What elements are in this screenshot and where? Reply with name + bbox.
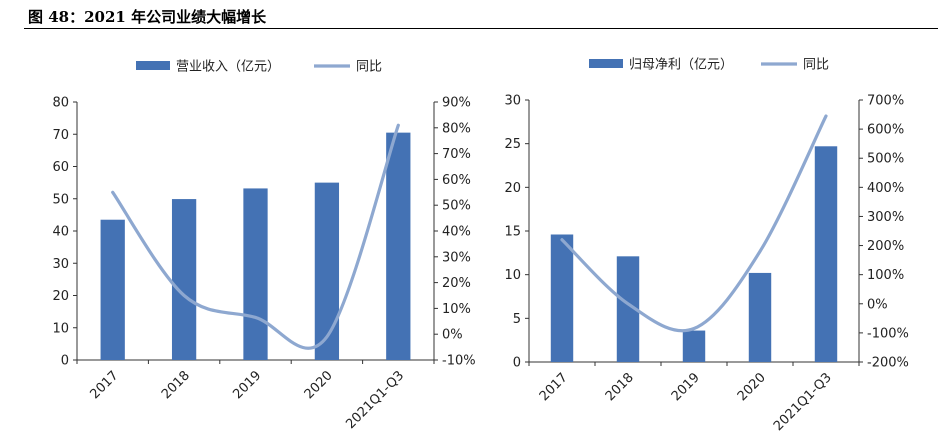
net-profit-right-tick-label: 700%	[867, 94, 904, 109]
net-profit-right-tick-label: 200%	[867, 239, 904, 254]
revenue-x-tick-label: 2020	[302, 368, 336, 402]
revenue-right-tick-label: 20%	[442, 276, 471, 291]
net-profit-left-tick-label: 10	[504, 268, 521, 283]
revenue-left-tick-label: 0	[61, 354, 69, 369]
revenue-right-tick-label: 30%	[442, 250, 471, 265]
revenue-bar	[386, 132, 411, 360]
revenue-right-tick-label: 10%	[442, 302, 471, 317]
revenue-left-tick-label: 10	[52, 321, 69, 336]
revenue-left-tick-label: 50	[52, 192, 69, 207]
revenue-bar	[314, 182, 340, 360]
revenue-x-tick-label: 2019	[230, 368, 264, 402]
revenue-right-tick-label: 60%	[442, 173, 471, 188]
net-profit-right-tick-label: 600%	[867, 123, 904, 138]
net-profit-bar	[814, 146, 838, 362]
revenue-x-tick-label: 2018	[159, 368, 193, 402]
net-profit-right-tick-label: -100%	[867, 326, 909, 341]
net-profit-yoy-line	[560, 114, 828, 333]
revenue-left-tick-label: 80	[52, 96, 69, 111]
net-profit-chart-panel: 0 5 10 15 20 25 30 -200% -100% 0% 100% 200% 300% 400%…	[496, 30, 942, 442]
revenue-legend-line-label: 同比	[356, 60, 382, 75]
net-profit-left-tick-label: 0	[513, 356, 521, 371]
figure-title: 图 48：2021 年公司业绩大幅增长	[28, 8, 267, 26]
net-profit-right-tick-label: 300%	[867, 210, 904, 225]
net-profit-legend-bar-swatch	[589, 59, 623, 68]
net-profit-left-tick-label: 5	[513, 312, 521, 327]
revenue-right-tick-label: 90%	[442, 96, 471, 111]
net-profit-right-tick-label: 100%	[867, 268, 904, 283]
revenue-bar	[171, 199, 197, 360]
net-profit-legend-bar-label: 归母净利（亿元）	[629, 58, 733, 73]
revenue-x-tick-label: 2021Q1-Q3	[343, 368, 407, 432]
revenue-right-tick-label: 80%	[442, 121, 471, 136]
net-profit-bar	[616, 256, 640, 362]
net-profit-x-tick-label: 2018	[603, 370, 637, 404]
net-profit-x-tick-label: 2019	[669, 370, 703, 404]
net-profit-right-tick-label: 400%	[867, 181, 904, 196]
net-profit-bar	[550, 234, 574, 362]
net-profit-bar	[682, 330, 706, 362]
net-profit-left-tick-label: 15	[504, 225, 521, 240]
revenue-chart-panel: 0 10 20 30 40 50 60 70 80 -10% 0% 10% 20% 30% 40% 50% 60…	[24, 30, 490, 442]
revenue-left-tick-label: 20	[52, 289, 69, 304]
net-profit-legend-line-label: 同比	[803, 58, 829, 73]
revenue-left-tick-label: 60	[52, 160, 69, 175]
revenue-left-tick-label: 40	[52, 225, 69, 240]
net-profit-x-tick-label: 2017	[537, 370, 571, 404]
net-profit-x-tick-label: 2020	[735, 370, 769, 404]
net-profit-right-tick-label: 500%	[867, 152, 904, 167]
revenue-right-tick-label: 0%	[442, 328, 463, 343]
revenue-left-tick-label: 30	[52, 257, 69, 272]
revenue-yoy-line	[111, 123, 400, 350]
net-profit-left-tick-label: 25	[504, 137, 521, 152]
net-profit-right-tick-label: -200%	[867, 356, 909, 371]
net-profit-left-tick-label: 20	[504, 181, 521, 196]
figure-title-bar: 图 48：2021 年公司业绩大幅增长	[24, 4, 938, 29]
net-profit-chart: 0 5 10 15 20 25 30 -200% -100% 0% 100% 200% 300% 400%…	[504, 58, 909, 435]
revenue-bar	[243, 188, 268, 360]
revenue-bar	[100, 219, 125, 360]
net-profit-left-tick-label: 30	[504, 94, 521, 109]
net-profit-bar	[748, 272, 772, 362]
net-profit-x-tick-label: 2021Q1-Q3	[771, 370, 835, 434]
revenue-right-tick-label: 40%	[442, 225, 471, 240]
revenue-right-tick-label: 50%	[442, 199, 471, 214]
revenue-legend-bar-swatch	[136, 61, 170, 70]
net-profit-right-tick-label: 0%	[867, 297, 888, 312]
revenue-left-tick-label: 70	[52, 128, 69, 143]
revenue-right-tick-label: 70%	[442, 147, 471, 162]
revenue-right-tick-label: -10%	[442, 354, 476, 369]
revenue-x-tick-label: 2017	[88, 368, 122, 402]
revenue-legend-bar-label: 营业收入（亿元）	[176, 60, 280, 75]
revenue-chart: 0 10 20 30 40 50 60 70 80 -10% 0% 10% 20% 30% 40% 50% 60…	[52, 60, 476, 433]
